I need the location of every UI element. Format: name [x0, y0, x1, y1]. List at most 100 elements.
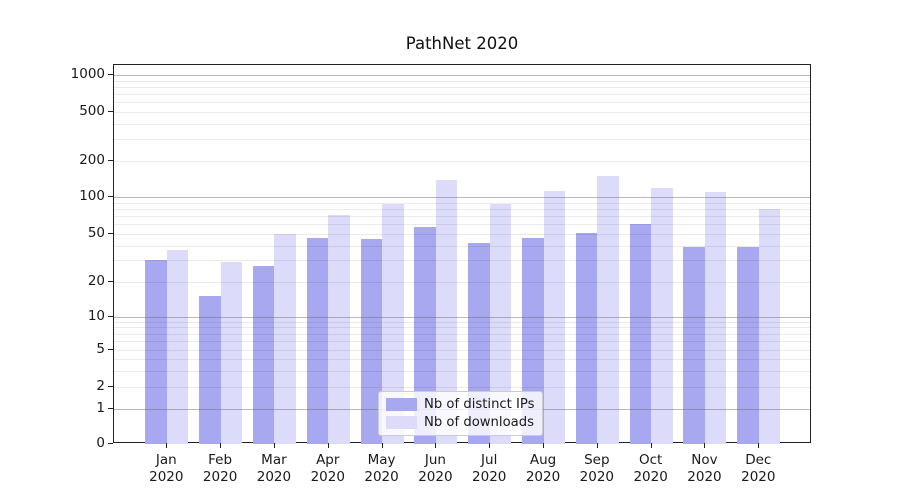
bar-distinct-ips	[252, 265, 275, 444]
y-tick-mark	[108, 315, 113, 317]
gridline-minor	[114, 161, 810, 162]
gridline-minor	[114, 245, 810, 247]
legend-item-distinct-ips: Nb of distinct IPs	[386, 397, 535, 412]
bar-distinct-ips	[575, 232, 598, 444]
bar-downloads	[382, 204, 404, 444]
gridline-minor	[114, 123, 810, 125]
x-tick-mark	[166, 443, 168, 448]
x-tick-label: May 2020	[364, 452, 399, 485]
grid-layer	[114, 65, 810, 442]
y-tick-mark	[108, 233, 113, 234]
legend-label-downloads: Nb of downloads	[424, 415, 534, 431]
x-tick-label: Jan 2020	[149, 452, 184, 485]
gridline-minor	[114, 139, 810, 141]
bar-downloads	[489, 204, 512, 444]
y-tick-label: 0	[96, 435, 105, 451]
y-tick-label: 20	[87, 272, 105, 289]
x-tick-label: Dec 2020	[741, 452, 776, 485]
x-tick-mark	[596, 443, 598, 448]
gridline-minor	[114, 216, 810, 218]
gridline-minor	[114, 102, 810, 104]
x-tick-mark	[435, 443, 437, 448]
gridline-major	[114, 197, 810, 198]
bar-distinct-ips	[199, 296, 221, 444]
y-tick-label: 5	[96, 341, 105, 357]
x-tick-label: Jul 2020	[472, 452, 507, 485]
bar-distinct-ips	[306, 238, 329, 444]
bar-distinct-ips	[360, 239, 383, 444]
x-tick-label: Sep 2020	[579, 452, 615, 485]
gridline-minor	[114, 350, 810, 351]
x-tick-mark	[650, 443, 652, 448]
x-tick-mark	[704, 443, 706, 448]
x-tick-label: Mar 2020	[256, 452, 292, 485]
bar-downloads	[220, 262, 243, 444]
bar-downloads	[704, 192, 727, 444]
chart-title: PathNet 2020	[405, 34, 519, 53]
gridline-minor	[114, 224, 810, 226]
y-tick-label: 500	[79, 102, 105, 119]
gridline-minor	[114, 80, 810, 82]
y-tick-label: 10	[87, 307, 105, 324]
bar-downloads	[597, 175, 619, 444]
bar-downloads	[651, 187, 673, 444]
x-tick-label: Apr 2020	[310, 452, 345, 485]
plot-area	[113, 64, 811, 444]
x-tick-label: Jun 2020	[418, 452, 453, 485]
legend: Nb of distinct IPs Nb of downloads	[378, 391, 543, 436]
bar-distinct-ips	[145, 260, 167, 444]
gridline-minor	[114, 111, 810, 113]
legend-item-downloads: Nb of downloads	[386, 415, 535, 430]
gridline-minor	[114, 321, 810, 323]
y-tick-label: 50	[87, 225, 105, 241]
legend-label-distinct-ips: Nb of distinct IPs	[424, 396, 535, 412]
y-tick-mark	[108, 160, 113, 161]
gridline-minor	[114, 202, 810, 204]
bar-downloads	[435, 179, 458, 444]
bar-downloads	[543, 191, 566, 444]
gridline-minor	[114, 260, 810, 262]
bar-distinct-ips	[683, 246, 705, 444]
gridline-minor	[114, 333, 810, 335]
x-tick-label: Feb 2020	[202, 452, 238, 485]
gridline-minor	[114, 370, 810, 372]
bar-downloads	[274, 234, 296, 444]
gridline-minor	[114, 327, 810, 329]
x-tick-label: Aug 2020	[525, 452, 561, 485]
bar-downloads	[328, 215, 350, 444]
gridline-minor	[114, 86, 810, 88]
y-tick-label: 1000	[70, 66, 105, 82]
gridline-minor	[114, 281, 810, 283]
legend-swatch-distinct-ips	[386, 397, 417, 411]
y-tick-label: 200	[79, 152, 105, 168]
bar-distinct-ips	[737, 246, 759, 444]
x-tick-mark	[273, 443, 275, 448]
y-tick-mark	[108, 386, 113, 387]
bar-distinct-ips	[414, 227, 436, 444]
gridline-minor	[114, 208, 810, 210]
bar-distinct-ips	[629, 224, 652, 444]
y-tick-mark	[108, 349, 113, 350]
y-tick-mark	[108, 110, 113, 112]
y-tick-mark	[108, 280, 113, 282]
y-tick-label: 1	[96, 399, 105, 416]
y-tick-mark	[108, 196, 113, 197]
y-tick-label: 2	[96, 378, 105, 394]
y-tick-mark	[108, 443, 113, 444]
legend-swatch-downloads	[386, 416, 417, 430]
x-tick-mark	[489, 443, 491, 448]
gridline-minor	[114, 359, 810, 360]
bar-downloads	[758, 208, 781, 444]
y-tick-mark	[108, 407, 113, 409]
x-tick-label: Oct 2020	[633, 452, 668, 485]
x-tick-mark	[327, 443, 329, 448]
x-tick-mark	[381, 443, 383, 448]
x-tick-mark	[758, 443, 760, 448]
y-tick-mark	[108, 74, 113, 75]
gridline-minor	[114, 93, 810, 95]
gridline-minor	[114, 341, 810, 343]
bar-downloads	[166, 249, 189, 444]
gridline-major	[114, 75, 810, 76]
gridline-minor	[114, 234, 810, 235]
